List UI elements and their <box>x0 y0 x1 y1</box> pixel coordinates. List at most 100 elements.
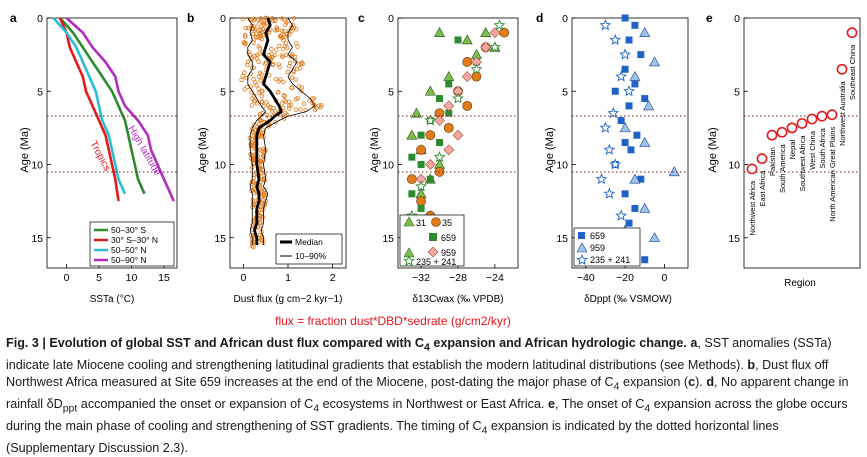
dust-data-point <box>262 192 267 198</box>
panel-c-point-31 <box>434 27 446 37</box>
region-label: South Africa <box>818 127 827 168</box>
dust-data-point <box>277 64 282 70</box>
dust-data-point <box>283 41 289 46</box>
dust-data-point <box>250 31 256 37</box>
panel-b-p90-line <box>260 17 316 246</box>
dust-data-point <box>243 25 248 31</box>
panel-b-ytick-label-15: 15 <box>214 233 226 245</box>
dust-data-point <box>280 54 285 60</box>
dust-data-point <box>269 46 274 52</box>
panel-c-point-35 <box>462 57 473 67</box>
panel-a-series-2 <box>52 17 127 195</box>
panel-a-xtick-label-1: 5 <box>96 272 102 284</box>
panel-e-ytick-label-0: 0 <box>734 13 740 25</box>
panel-e-ylabel: Age (Ma) <box>707 127 719 172</box>
dust-data-point <box>287 60 293 66</box>
dust-data-point <box>266 52 272 58</box>
panel-d-point-659 <box>621 139 629 147</box>
panel-d-point-959 <box>668 166 680 177</box>
dust-data-point <box>293 77 299 82</box>
panel-c-point-35 <box>406 174 417 185</box>
dust-data-point <box>257 51 263 56</box>
panel-d-point-235-241 <box>607 107 620 119</box>
dust-data-point <box>263 62 268 67</box>
panel-b-ytick-label-0: 0 <box>220 13 226 25</box>
dust-data-point <box>270 16 275 21</box>
panel-d-point-659 <box>633 131 641 139</box>
legend-label-959-d: 959 <box>590 243 605 253</box>
panel-b-ytick-label-10: 10 <box>214 160 226 172</box>
dust-data-point <box>286 29 292 34</box>
dust-data-point <box>249 188 254 193</box>
dust-data-point <box>273 76 279 82</box>
dust-data-point <box>242 87 247 92</box>
flux-annotation: flux = fraction dust*DBD*sedrate (g/cm2/… <box>275 314 511 328</box>
panel-c-point-235-241 <box>489 41 501 53</box>
dust-data-point <box>291 16 297 21</box>
dust-data-point <box>285 69 291 75</box>
panel-c-ytick-label-10: 10 <box>382 160 394 172</box>
panel-d-point-959 <box>639 136 651 147</box>
panel-a-xlabel: SSTa (°C) <box>90 294 135 305</box>
dust-data-point <box>256 59 261 64</box>
dust-data-point <box>280 47 286 52</box>
dust-data-point <box>253 98 258 104</box>
dust-data-point <box>246 50 251 55</box>
dust-data-point <box>259 93 265 99</box>
panel-c-point-959 <box>443 144 455 156</box>
dust-data-point <box>257 35 263 41</box>
legend-marker-35 <box>431 217 441 227</box>
dust-data-point <box>289 25 294 30</box>
panel-d-point-659 <box>627 146 635 154</box>
dust-data-point <box>259 99 265 104</box>
dust-data-point <box>282 98 287 103</box>
legend-label-659: 659 <box>441 233 456 243</box>
dust-data-point <box>260 238 265 243</box>
panel-d: d Age (Ma) 0 5 10 15 −40 −20 0 659 959 235 + … <box>536 11 689 305</box>
dust-data-point <box>239 77 244 83</box>
panel-a-ylabel: Age (Ma) <box>19 127 31 172</box>
dust-data-point <box>270 54 275 60</box>
region-onset-marker <box>816 110 828 122</box>
panel-c-point-659 <box>408 153 416 161</box>
panel-d-point-659 <box>617 117 625 125</box>
dust-data-point <box>249 17 254 22</box>
caption-d-text2: accompanied the onset or expansion of C <box>77 396 314 411</box>
caption-e-text2: expansion across the globe occurs during… <box>6 396 848 433</box>
panel-d-point-235-241 <box>609 33 622 45</box>
panel-c-point-959 <box>480 41 492 53</box>
figure-caption: Fig. 3 | Evolution of global SST and Afr… <box>6 335 858 457</box>
panel-c-point-659 <box>445 80 453 88</box>
dust-data-point <box>266 103 271 108</box>
dust-data-point <box>280 35 285 40</box>
region-label: Northwest Africa <box>748 180 757 235</box>
panel-b-ytick-label-5: 5 <box>220 86 226 98</box>
dust-data-point <box>260 27 265 32</box>
panel-c-point-235-241 <box>424 114 437 126</box>
legend-label-tropics: 30° S–30° N <box>111 235 158 245</box>
dust-data-point <box>255 35 261 40</box>
panel-d-point-959 <box>649 56 661 67</box>
dust-data-point <box>279 28 285 33</box>
region-label: North American Great Plains <box>828 126 837 221</box>
panel-c-point-35 <box>425 130 436 141</box>
panel-d-point-235-241 <box>603 143 616 155</box>
caption-title-text: Fig. 3 | Evolution of global SST and Afr… <box>6 336 424 350</box>
dust-data-point <box>283 22 288 28</box>
dust-data-point <box>256 86 261 92</box>
dust-data-point <box>281 79 286 85</box>
dust-data-point <box>298 65 303 71</box>
panel-c-xtick-label-0: −32 <box>412 272 430 284</box>
dust-data-point <box>283 52 289 57</box>
panel-d-point-659 <box>625 219 633 227</box>
dust-data-point <box>282 28 287 34</box>
dust-data-point <box>250 197 256 203</box>
caption-b-text1: , Dust flux off Northwest Africa measure… <box>6 357 829 390</box>
panel-d-point-659 <box>631 204 639 212</box>
legend-label-31: 31 <box>416 218 426 228</box>
panel-c-point-35 <box>416 196 426 207</box>
panel-c-ytick-label-0: 0 <box>388 13 394 25</box>
panel-b-xlabel: Dust flux (g cm−2 kyr−1) <box>234 294 343 305</box>
dust-data-point <box>316 103 321 108</box>
